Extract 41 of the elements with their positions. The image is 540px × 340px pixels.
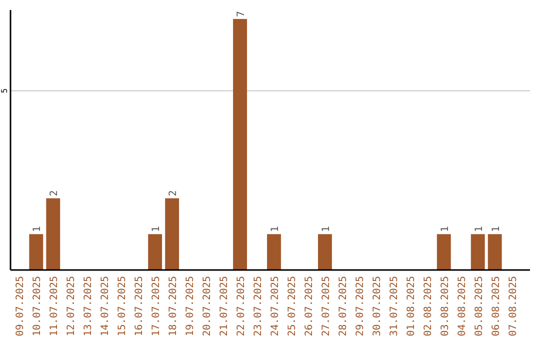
x-tick-label: 11.07.2025: [49, 276, 60, 336]
x-tick-label: 04.08.2025: [456, 276, 468, 336]
x-tick-label: 18.07.2025: [168, 276, 180, 336]
x-tick-label: 31.07.2025: [388, 276, 400, 336]
x-tick-label: 10.07.2025: [32, 276, 44, 336]
x-tick-label: 13.07.2025: [83, 276, 94, 336]
x-tick-label: 02.08.2025: [422, 276, 434, 336]
data-label: 1: [270, 226, 281, 232]
x-tick-label: 23.07.2025: [253, 276, 264, 336]
x-tick-label: 29.07.2025: [354, 276, 366, 336]
x-tick-label: 12.07.2025: [66, 276, 78, 336]
x-tick-label: 27.07.2025: [320, 276, 332, 336]
x-tick-label: 17.07.2025: [151, 276, 162, 336]
x-tick-label: 24.07.2025: [270, 276, 281, 336]
x-tick-label: 14.07.2025: [100, 276, 112, 336]
x-tick-label: 16.07.2025: [134, 276, 146, 336]
data-label: 1: [320, 226, 332, 232]
x-tick-label: 26.07.2025: [304, 276, 315, 336]
data-label: 1: [490, 226, 502, 232]
x-tick-label: 07.08.2025: [508, 276, 519, 336]
x-tick-label: 15.07.2025: [117, 276, 128, 336]
data-label: 1: [440, 226, 451, 232]
data-label: 2: [168, 190, 180, 196]
x-tick-label: 03.08.2025: [440, 276, 451, 336]
x-tick-label: 09.07.2025: [15, 276, 26, 336]
data-label: 7: [236, 10, 248, 17]
x-tick-label: 01.08.2025: [406, 276, 417, 336]
data-label: 1: [32, 226, 44, 232]
x-tick-label: 19.07.2025: [185, 276, 196, 336]
x-tick-label: 22.07.2025: [236, 276, 248, 336]
x-tick-label: 05.08.2025: [474, 276, 485, 336]
x-tick-label: 28.07.2025: [338, 276, 349, 336]
data-label: 2: [49, 190, 60, 196]
x-tick-label: 25.07.2025: [286, 276, 298, 336]
data-label: 1: [151, 226, 162, 232]
data-label: 1: [474, 226, 485, 232]
x-tick-label: 06.08.2025: [490, 276, 502, 336]
x-tick-label: 30.07.2025: [372, 276, 383, 336]
x-tick-label: 21.07.2025: [219, 276, 230, 336]
y-tick-label: 5: [0, 88, 9, 94]
x-tick-label: 20.07.2025: [202, 276, 214, 336]
